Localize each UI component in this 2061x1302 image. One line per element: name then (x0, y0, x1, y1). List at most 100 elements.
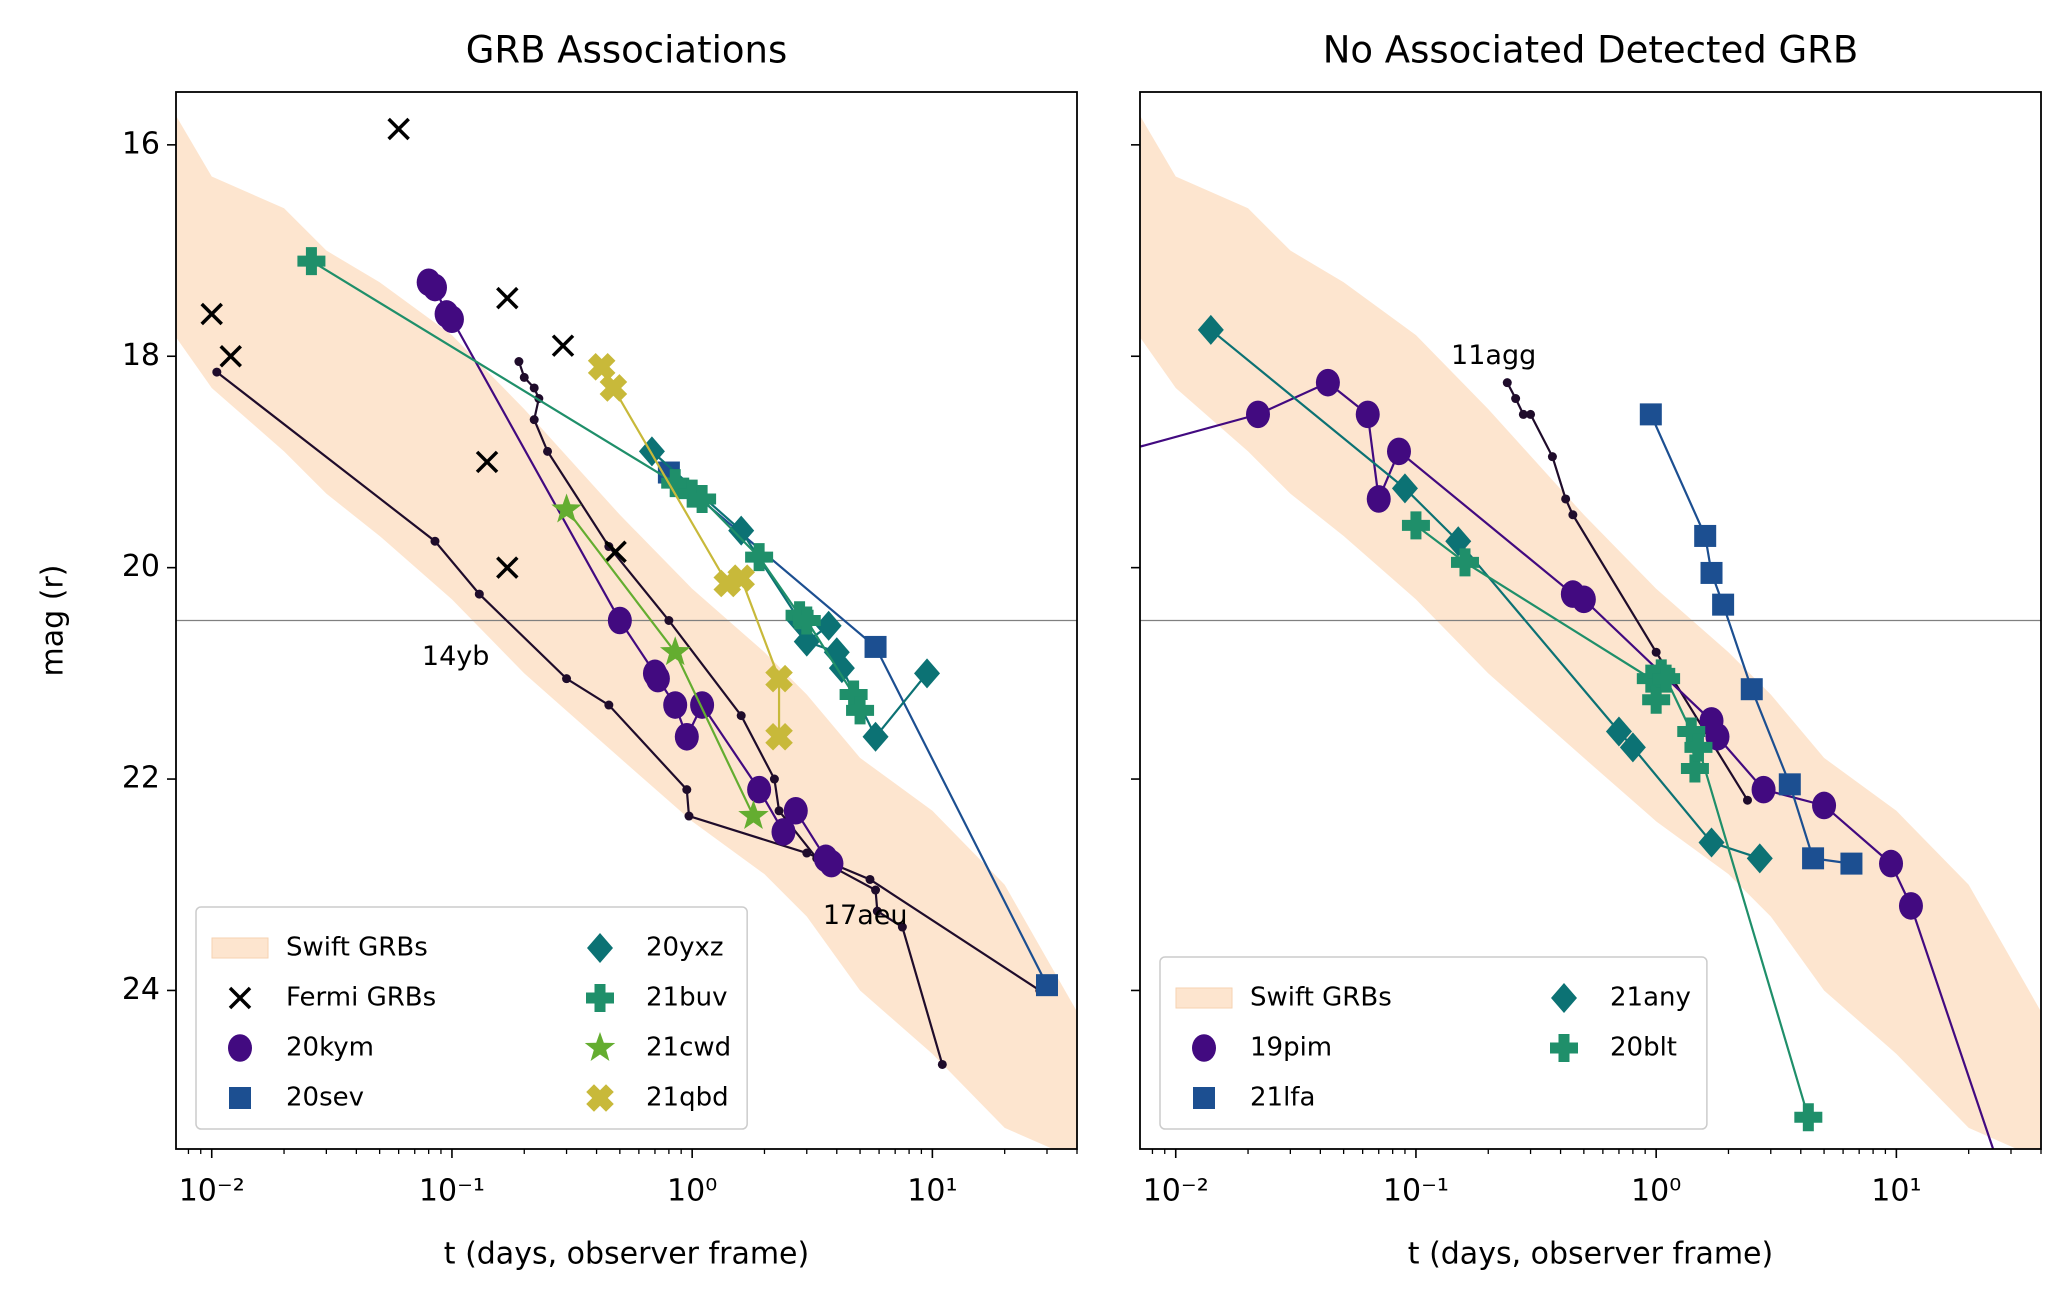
x-tick-label: 10¹ (1871, 1174, 1921, 1209)
marker (765, 664, 793, 693)
marker (736, 711, 746, 721)
legend-box (195, 906, 748, 1130)
marker (871, 885, 881, 895)
marker (1740, 678, 1763, 701)
marker (219, 345, 242, 368)
y-tick-label: 16 (122, 126, 160, 161)
marker (1802, 847, 1825, 870)
marker (774, 806, 784, 816)
x-axis-label: t (days, observer frame) (444, 1237, 809, 1272)
marker (793, 626, 820, 657)
marker (802, 848, 812, 858)
legend-label: 20blt (1610, 1033, 1677, 1063)
legend-label: 20sev (286, 1083, 364, 1113)
marker (659, 636, 691, 666)
chart-title: GRB Associations (466, 29, 787, 72)
marker (212, 367, 222, 377)
marker (430, 536, 440, 546)
marker (607, 606, 632, 635)
y-tick-label: 18 (122, 338, 160, 373)
marker (551, 334, 575, 357)
marker (1742, 795, 1752, 805)
marker (864, 635, 887, 658)
marker (604, 540, 627, 564)
x-axis-label: t (days, observer frame) (1408, 1237, 1773, 1272)
y-tick-label: 22 (122, 761, 160, 796)
marker (661, 469, 690, 498)
marker (586, 984, 614, 1012)
marker (828, 653, 855, 684)
x-tick-label: 10⁻² (179, 1174, 245, 1209)
marker (387, 117, 410, 141)
legend-label: Swift GRBs (286, 933, 428, 963)
x-tick-label: 10⁰ (667, 1174, 717, 1209)
marker (1518, 409, 1528, 419)
x-tick-label: 10¹ (907, 1174, 957, 1209)
legend: Swift GRBs 19pim 21lfa 21any 20blt (1159, 956, 1708, 1130)
marker (783, 796, 808, 825)
marker (1197, 314, 1224, 345)
legend-label: 21lfa (1250, 1083, 1315, 1113)
marker (1355, 400, 1380, 429)
marker (1526, 409, 1536, 419)
marker (519, 372, 529, 382)
marker (439, 305, 464, 334)
axes-frame (175, 91, 1078, 1150)
swift-band (1140, 115, 2041, 1149)
marker (1652, 664, 1681, 693)
marker (529, 383, 539, 393)
x-tick-label: 10⁻¹ (1383, 1174, 1449, 1209)
legend-label: 21cwd (646, 1033, 731, 1063)
marker (690, 691, 715, 719)
marker (914, 658, 941, 689)
marker (599, 374, 628, 402)
marker (1366, 485, 1391, 513)
marker (514, 357, 524, 367)
marker (1386, 437, 1411, 466)
legend-label: 21any (1610, 983, 1691, 1013)
marker (1568, 510, 1578, 520)
x-tick-label: 10⁻¹ (419, 1174, 485, 1209)
marker (1547, 452, 1557, 462)
x-tick-label: 10⁻² (1143, 1174, 1209, 1209)
marker (1840, 852, 1863, 875)
legend-label: Swift GRBs (1250, 983, 1392, 1013)
marker (674, 722, 699, 751)
marker (1812, 791, 1837, 820)
marker (937, 1059, 947, 1069)
marker (1698, 827, 1725, 858)
legend-label: 21buv (646, 983, 727, 1013)
marker (1571, 585, 1596, 614)
legend-label: 20yxz (646, 933, 724, 963)
legend-swatch (1175, 987, 1233, 1009)
marker (1035, 974, 1058, 997)
marker (897, 922, 907, 932)
marker (1700, 561, 1723, 584)
marker (1551, 983, 1577, 1013)
marker (1550, 1034, 1578, 1062)
y-axis-label: mag (r) (36, 565, 71, 677)
marker (1684, 733, 1713, 762)
marker (664, 616, 674, 625)
marker (769, 774, 779, 784)
series-line (517, 361, 944, 1065)
marker (1677, 717, 1706, 746)
marker (586, 1084, 614, 1112)
marker (1680, 754, 1709, 783)
marker (663, 691, 688, 719)
marker (587, 933, 613, 963)
marker (771, 818, 796, 846)
marker (496, 286, 519, 310)
marker (228, 1034, 252, 1062)
marker (551, 493, 582, 523)
marker (1511, 394, 1521, 404)
plot-area (176, 115, 1077, 1149)
marker (645, 664, 670, 693)
marker (872, 906, 882, 916)
marker (765, 722, 793, 751)
marker (738, 800, 769, 829)
marker (228, 986, 252, 1010)
chart-title: No Associated Detected GRB (1323, 29, 1859, 72)
plot-area (1140, 115, 2041, 1149)
y-tick-label: 24 (122, 972, 160, 1007)
